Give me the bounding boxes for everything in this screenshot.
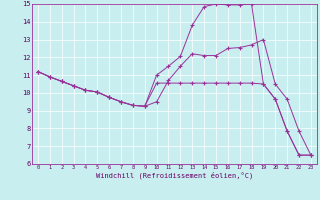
X-axis label: Windchill (Refroidissement éolien,°C): Windchill (Refroidissement éolien,°C) xyxy=(96,172,253,179)
